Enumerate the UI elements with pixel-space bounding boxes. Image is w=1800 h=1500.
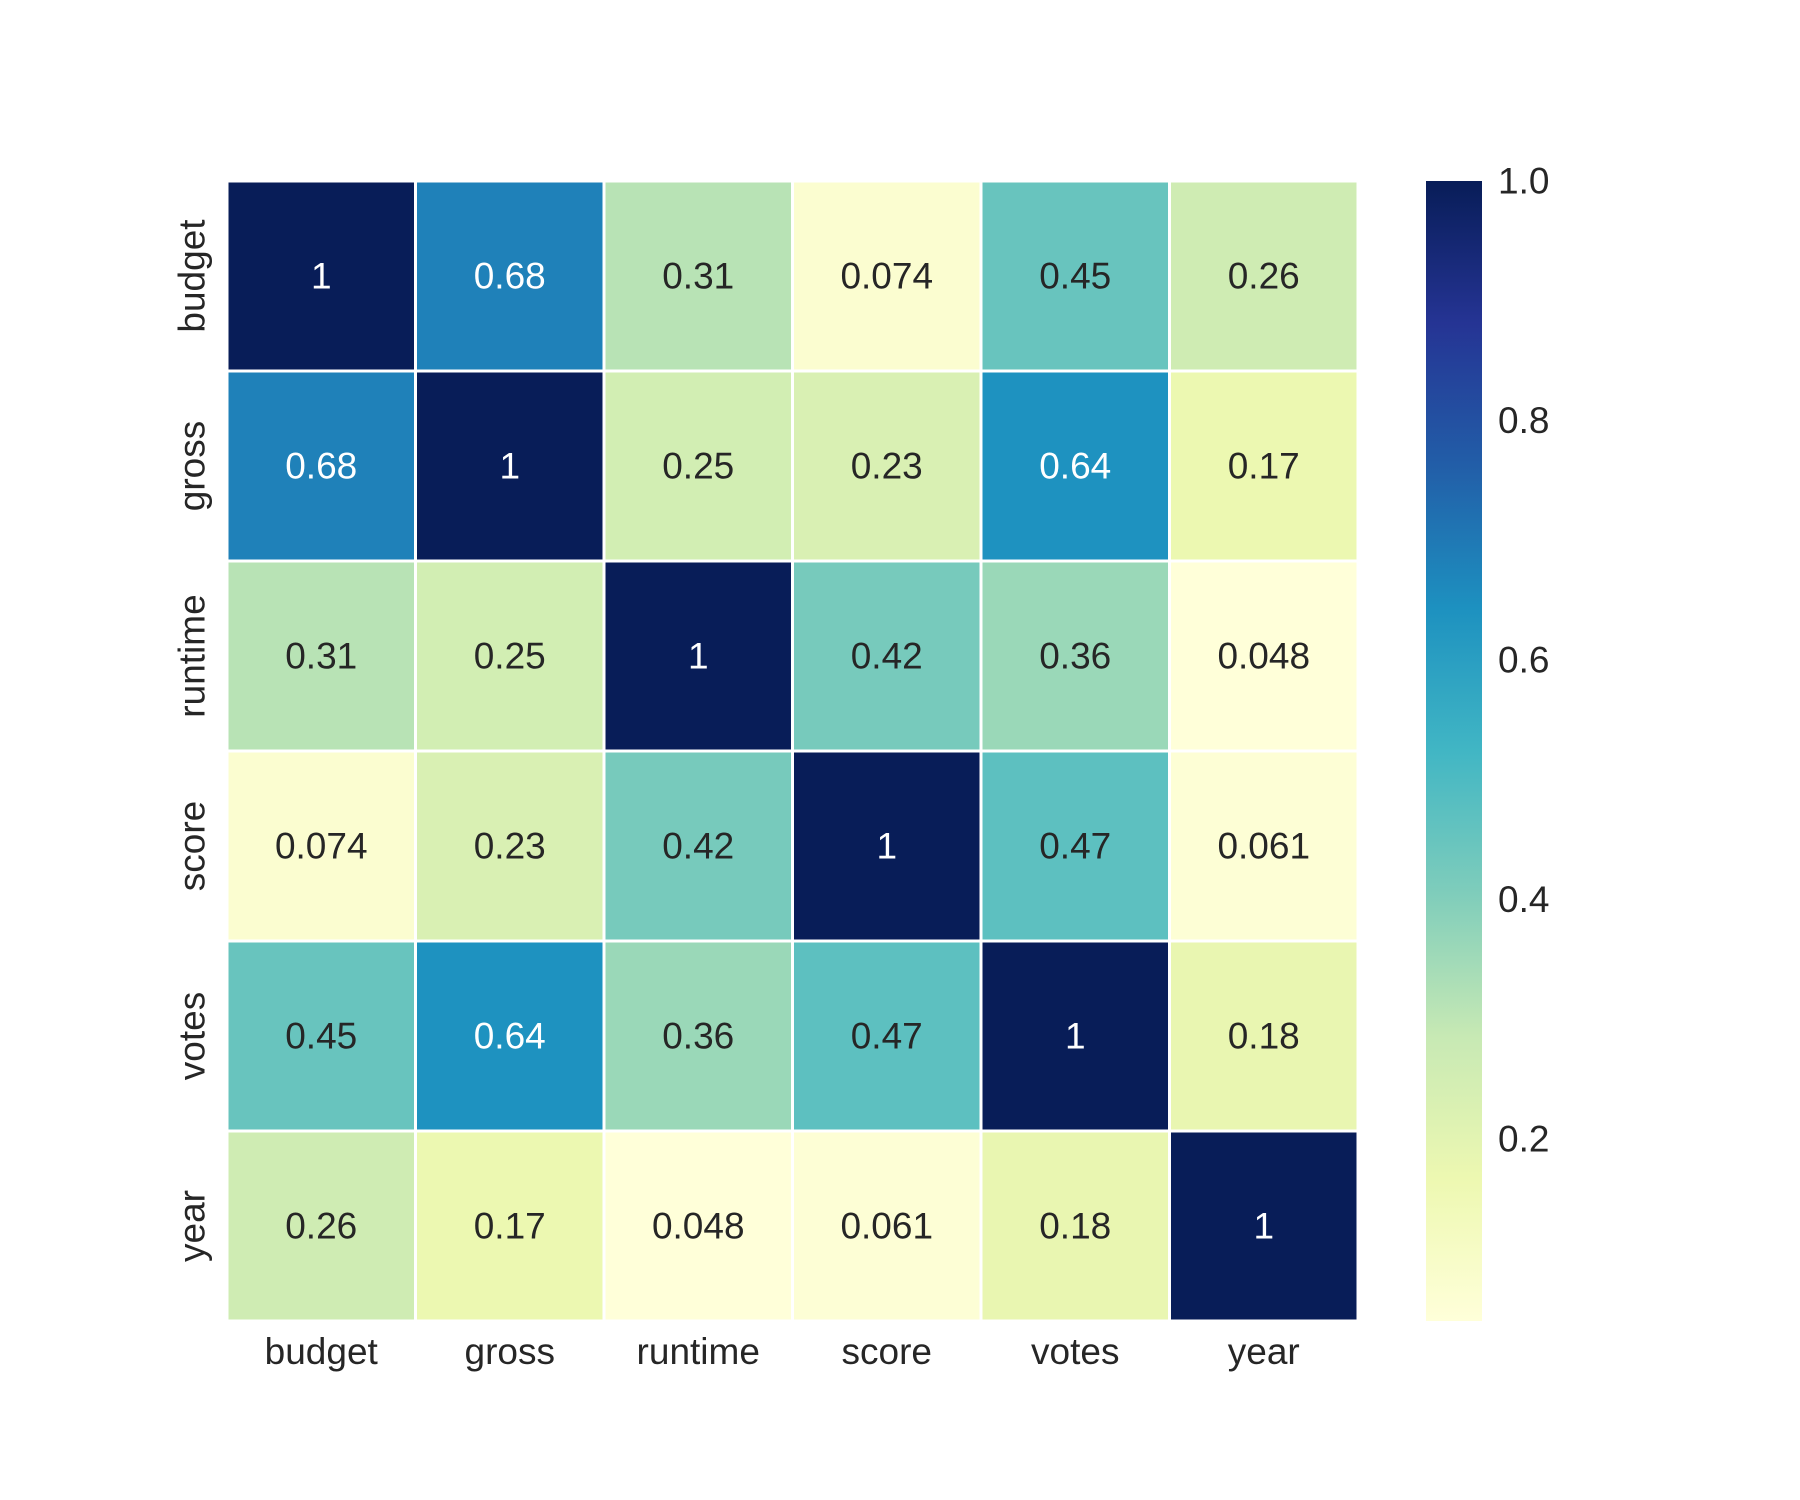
heatmap-cell-votes-runtime [602, 939, 794, 1133]
y-tick-label-score: score [172, 801, 213, 891]
heatmap-cell-year-votes [979, 1129, 1171, 1323]
y-tick-label-year: year [172, 1190, 213, 1262]
cell-annotation: 0.45 [1039, 256, 1111, 297]
cell-annotation: 1 [311, 256, 332, 297]
heatmap-cell-runtime-score [791, 559, 983, 753]
heatmap-cell-runtime-votes [979, 559, 1171, 753]
heatmap-cell-budget-score [791, 179, 983, 373]
cell-annotation: 0.26 [285, 1206, 357, 1247]
y-tick-label-gross: gross [172, 421, 213, 511]
heatmap-cell-score-budget [225, 749, 417, 943]
cell-annotation: 0.25 [662, 446, 734, 487]
cell-annotation: 1 [876, 826, 897, 867]
heatmap-cell-budget-runtime [602, 179, 794, 373]
colorbar-tick-label: 1.0 [1498, 161, 1549, 202]
heatmap-cell-score-votes [979, 749, 1171, 943]
cell-annotation: 0.17 [474, 1206, 546, 1247]
x-tick-label-runtime: runtime [637, 1331, 760, 1372]
heatmap-cell-gross-score [791, 369, 983, 563]
x-tick-label-score: score [842, 1331, 932, 1372]
cell-annotation: 0.68 [285, 446, 357, 487]
heatmap-cell-budget-budget [225, 179, 417, 373]
cell-annotation: 0.64 [474, 1016, 546, 1057]
cell-annotation: 1 [1065, 1016, 1086, 1057]
cell-annotation: 0.36 [662, 1016, 734, 1057]
x-tick-label-budget: budget [265, 1331, 379, 1372]
heatmap-cell-score-runtime [602, 749, 794, 943]
cell-annotation: 1 [1253, 1206, 1274, 1247]
cell-annotation: 1 [688, 636, 709, 677]
cell-annotation: 0.42 [851, 636, 923, 677]
heatmap-cell-year-budget [225, 1129, 417, 1323]
cell-annotation: 0.31 [662, 256, 734, 297]
heatmap-cell-runtime-year [1168, 559, 1360, 753]
cell-annotation: 0.23 [851, 446, 923, 487]
heatmap-cell-votes-score [791, 939, 983, 1133]
heatmap-cell-score-gross [414, 749, 606, 943]
cell-annotation: 0.061 [840, 1206, 933, 1247]
cell-annotation: 0.26 [1228, 256, 1300, 297]
colorbar-tick-label: 0.8 [1498, 400, 1549, 441]
cell-annotation: 0.31 [285, 636, 357, 677]
heatmap-cell-votes-votes [979, 939, 1171, 1133]
heatmap-cell-score-score [791, 749, 983, 943]
cell-annotation: 0.17 [1228, 446, 1300, 487]
cell-annotation: 0.42 [662, 826, 734, 867]
cell-annotation: 0.25 [474, 636, 546, 677]
y-tick-label-votes: votes [172, 992, 213, 1080]
y-axis-tick-labels: budget gross runtime score votes year [172, 219, 213, 1262]
heatmap-cell-gross-gross [414, 369, 606, 563]
heatmap-cell-gross-year [1168, 369, 1360, 563]
cell-annotation: 0.45 [285, 1016, 357, 1057]
cell-annotation: 0.061 [1217, 826, 1310, 867]
cell-annotation: 0.64 [1039, 446, 1111, 487]
cell-annotation: 0.23 [474, 826, 546, 867]
y-tick-label-budget: budget [172, 219, 213, 333]
cell-annotation: 0.47 [851, 1016, 923, 1057]
heatmap-cell-year-score [791, 1129, 983, 1323]
cell-annotation: 0.048 [652, 1206, 745, 1247]
x-tick-label-gross: gross [465, 1331, 555, 1372]
cell-annotation: 0.074 [840, 256, 933, 297]
colorbar-gradient [1426, 181, 1482, 1321]
cell-annotation: 0.18 [1228, 1016, 1300, 1057]
colorbar-tick-label: 0.2 [1498, 1118, 1549, 1159]
heatmap-cell-score-year [1168, 749, 1360, 943]
cell-annotation: 1 [499, 446, 520, 487]
x-tick-label-year: year [1228, 1331, 1300, 1372]
heatmap-cell-budget-year [1168, 179, 1360, 373]
heatmap-cell-runtime-gross [414, 559, 606, 753]
heatmap-cell-budget-gross [414, 179, 606, 373]
heatmap-cells: 1 0.68 0.31 0.074 0.45 0.26 0.68 1 0.25 0.23 0.64 0… [225, 179, 1360, 1323]
heatmap-cell-year-year [1168, 1129, 1360, 1323]
heatmap-cell-votes-year [1168, 939, 1360, 1133]
cell-annotation: 0.18 [1039, 1206, 1111, 1247]
cell-annotation: 0.074 [275, 826, 368, 867]
heatmap-cell-votes-budget [225, 939, 417, 1133]
x-tick-label-votes: votes [1031, 1331, 1119, 1372]
y-tick-label-runtime: runtime [172, 594, 213, 717]
colorbar: 0.2 0.4 0.6 0.8 1.0 [1426, 161, 1549, 1321]
cell-annotation: 0.048 [1217, 636, 1310, 677]
x-axis-tick-labels: budget gross runtime score votes year [265, 1331, 1300, 1372]
cell-annotation: 0.47 [1039, 826, 1111, 867]
colorbar-tick-label: 0.4 [1498, 879, 1549, 920]
colorbar-tick-label: 0.6 [1498, 639, 1549, 680]
cell-annotation: 0.68 [474, 256, 546, 297]
cell-annotation: 0.36 [1039, 636, 1111, 677]
